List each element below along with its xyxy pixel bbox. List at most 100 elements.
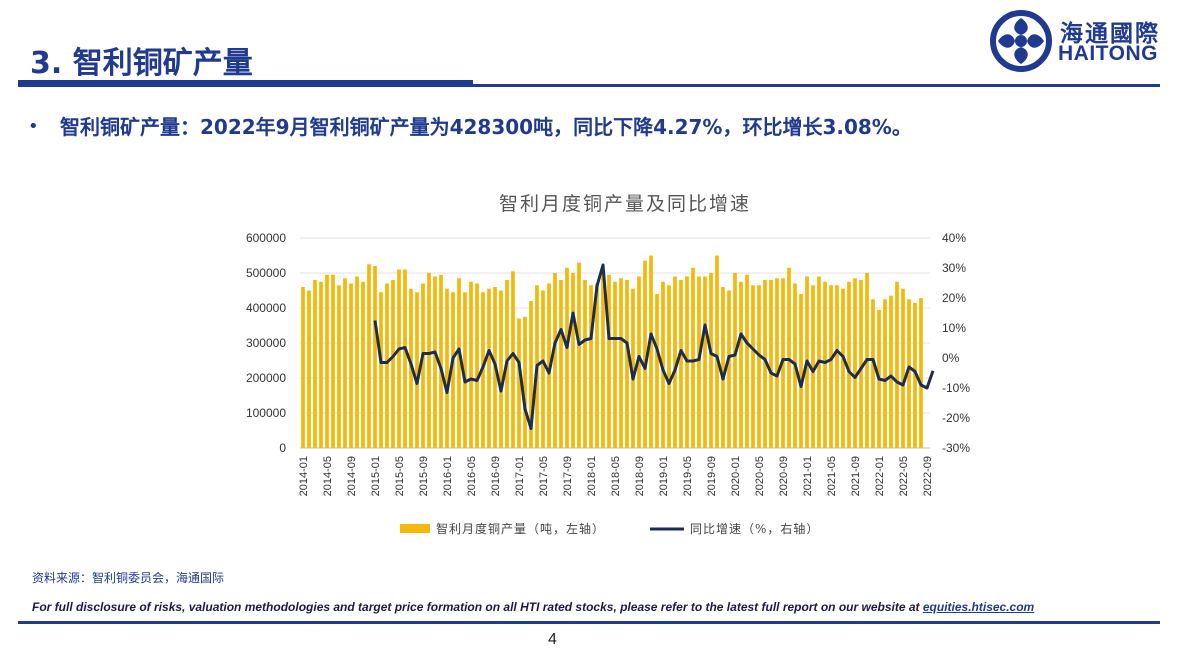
- output-bar: [907, 299, 911, 448]
- x-tick-label: 2014-01: [298, 456, 310, 496]
- y-left-tick-label: 100000: [246, 406, 286, 420]
- output-bar: [511, 271, 515, 448]
- y-right-tick-label: 0%: [942, 351, 960, 365]
- y-left-tick-label: 200000: [246, 371, 286, 385]
- output-bar: [727, 290, 731, 448]
- output-bar: [895, 281, 899, 448]
- x-tick-label: 2014-05: [322, 456, 334, 496]
- y-left-tick-label: 600000: [246, 231, 286, 245]
- output-bar: [397, 269, 401, 448]
- output-bar: [595, 283, 599, 448]
- output-bar: [319, 281, 323, 448]
- x-tick-label: 2015-09: [418, 456, 430, 496]
- output-bar: [313, 280, 317, 448]
- disclosure-text: For full disclosure of risks, valuation …: [32, 600, 1034, 614]
- output-bar: [841, 288, 845, 448]
- legend-bar-label: 智利月度铜产量（吨，左轴）: [436, 521, 605, 536]
- page-number: 4: [548, 631, 557, 648]
- output-bar: [367, 264, 371, 448]
- output-bar: [589, 285, 593, 448]
- output-bar: [829, 285, 833, 448]
- output-bar: [571, 273, 575, 448]
- output-bar: [853, 278, 857, 448]
- y-left-tick-label: 0: [279, 441, 286, 455]
- output-bar: [871, 299, 875, 448]
- chart-title: 智利月度铜产量及同比增速: [499, 193, 751, 215]
- haitong-logo: 海通國際 HAITONG: [990, 10, 1165, 72]
- output-bar: [415, 292, 419, 448]
- output-bar: [709, 273, 713, 448]
- output-bar: [355, 276, 359, 448]
- x-tick-label: 2021-05: [826, 456, 838, 496]
- y-right-tick-label: 30%: [942, 261, 966, 275]
- output-bar: [403, 269, 407, 448]
- output-bar: [631, 288, 635, 448]
- disclosure-body: For full disclosure of risks, valuation …: [32, 600, 920, 614]
- output-bar: [337, 285, 341, 448]
- output-bar: [553, 273, 557, 448]
- x-tick-label: 2018-05: [610, 456, 622, 496]
- output-bar: [787, 267, 791, 448]
- y-right-tick-label: -20%: [942, 411, 970, 425]
- output-bar: [643, 260, 647, 448]
- output-bar: [577, 262, 581, 448]
- x-tick-label: 2019-05: [682, 456, 694, 496]
- output-bar: [475, 283, 479, 448]
- output-bar: [541, 290, 545, 448]
- website-link[interactable]: equities.htisec.com: [922, 600, 1035, 614]
- output-bar: [451, 292, 455, 448]
- x-tick-label: 2018-01: [586, 456, 598, 496]
- x-tick-label: 2018-09: [634, 456, 646, 496]
- output-bar: [583, 280, 587, 448]
- output-bar: [721, 287, 725, 448]
- output-bar: [601, 271, 605, 448]
- output-bar: [889, 295, 893, 448]
- output-bar: [913, 302, 917, 448]
- output-bar: [751, 285, 755, 448]
- output-bar: [361, 281, 365, 448]
- y-right-tick-label: 10%: [942, 321, 966, 335]
- legend-bar-swatch: [400, 524, 430, 533]
- output-bar: [517, 318, 521, 448]
- y-right-tick-label: 20%: [942, 291, 966, 305]
- output-bar: [325, 274, 329, 448]
- output-bar: [625, 280, 629, 448]
- logo-english-name: HAITONG: [1058, 42, 1158, 65]
- output-bar: [655, 294, 659, 448]
- output-bar: [349, 283, 353, 448]
- output-bar: [919, 298, 923, 448]
- output-bar: [391, 280, 395, 448]
- x-tick-label: 2022-01: [874, 456, 886, 496]
- x-tick-label: 2014-09: [346, 456, 358, 496]
- output-bar: [667, 285, 671, 448]
- output-bar: [757, 285, 761, 448]
- output-bar: [331, 274, 335, 448]
- output-bar: [715, 255, 719, 448]
- output-bar: [559, 280, 563, 448]
- output-bar: [445, 288, 449, 448]
- copper-output-chart: 智利月度铜产量及同比增速 0 100000 200000 300000 400000 500…: [246, 193, 970, 536]
- output-bar: [463, 292, 467, 448]
- y-right-tick-label: -30%: [942, 441, 970, 455]
- output-bar: [679, 280, 683, 448]
- y-left-tick-label: 400000: [246, 301, 286, 315]
- output-bar: [529, 301, 533, 448]
- x-tick-label: 2020-05: [754, 456, 766, 496]
- output-bar: [775, 278, 779, 448]
- output-bar: [619, 278, 623, 448]
- x-tick-label: 2022-05: [898, 456, 910, 496]
- title-underline: [18, 80, 473, 84]
- x-tick-label: 2020-09: [778, 456, 790, 496]
- output-bar: [697, 276, 701, 448]
- output-bar: [565, 267, 569, 448]
- output-bar: [745, 274, 749, 448]
- x-tick-label: 2017-05: [538, 456, 550, 496]
- output-bar: [499, 290, 503, 448]
- output-bar: [343, 278, 347, 448]
- output-bar: [439, 274, 443, 448]
- output-bar: [673, 276, 677, 448]
- output-bar: [433, 276, 437, 448]
- y-left-tick-label: 500000: [246, 266, 286, 280]
- output-bar: [811, 285, 815, 448]
- output-bar: [457, 278, 461, 448]
